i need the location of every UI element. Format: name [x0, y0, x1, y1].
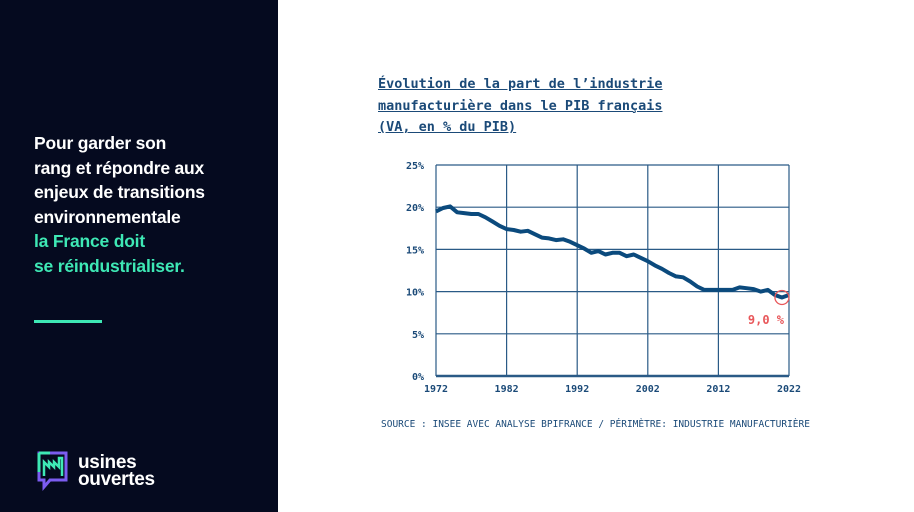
y-tick-label: 20% [406, 203, 424, 214]
data-line [435, 204, 790, 300]
y-tick-label: 15% [406, 245, 424, 256]
chart-title-line: (VA, en % du PIB) [378, 119, 517, 135]
x-tick-label: 2002 [636, 384, 660, 395]
chart-title-line: Évolution de la part de l’industrie [378, 76, 663, 92]
chart-title: Évolution de la part de l’industrie manu… [378, 74, 662, 139]
x-tick-label: 1972 [424, 384, 448, 395]
chart-title-line: manufacturière dans le PIB français [378, 97, 663, 114]
sidebar: Pour garder son rang et répondre aux enj… [0, 0, 278, 512]
logo-text: ouvertes [78, 469, 155, 490]
annotation-label: 9,0 % [748, 313, 785, 327]
y-tick-label: 0% [412, 372, 424, 383]
headline-line: enjeux de transitions [34, 182, 205, 202]
y-tick-label: 5% [412, 330, 424, 341]
x-tick-label: 1992 [565, 384, 589, 395]
headline: Pour garder son rang et répondre aux enj… [34, 131, 205, 278]
chart-source: SOURCE : INSEE AVEC ANALYSE BPIFRANCE / … [381, 419, 810, 430]
headline-line: rang et répondre aux [34, 157, 205, 178]
logo-text: usines [78, 452, 137, 473]
x-tick-label: 2012 [706, 384, 730, 395]
divider [34, 320, 102, 323]
y-tick-label: 10% [406, 288, 424, 299]
headline-accent-line: la France doit [34, 231, 145, 251]
headline-accent-line: se réindustrialiser. [34, 255, 185, 276]
headline-line: Pour garder son [34, 133, 167, 153]
y-tick-label: 25% [406, 161, 424, 172]
highlight-circle [774, 289, 790, 306]
factory-chat-icon [37, 451, 68, 492]
headline-line: environnementale [34, 206, 181, 227]
logo: usines ouvertes [36, 450, 155, 492]
x-tick-label: 1982 [495, 384, 519, 395]
x-tick-label: 2022 [777, 384, 801, 395]
